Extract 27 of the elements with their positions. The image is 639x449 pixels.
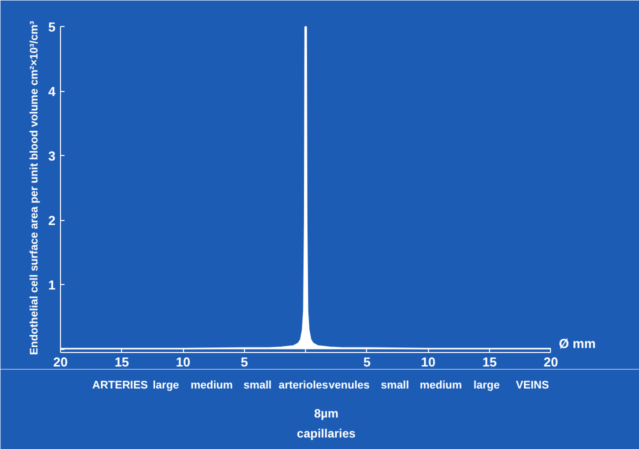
x-tick-label: 5	[363, 354, 371, 370]
text: medium	[420, 380, 462, 392]
text: arterioles	[278, 380, 328, 392]
text: VEINS	[516, 380, 549, 392]
y-tick-label: 1	[48, 277, 56, 292]
x-tick-label: 5	[240, 354, 248, 370]
y-tick-label: 5	[48, 19, 56, 34]
y-axis-title: Endothelial cell surface area per unit blood volume cm²×10³/cm³	[28, 20, 40, 356]
x-axis-title: Ø mm	[558, 336, 596, 351]
text: medium	[190, 380, 234, 392]
y-tick-label: 4	[48, 84, 56, 99]
text: large	[152, 380, 180, 392]
text: capillaries	[296, 426, 356, 440]
x-tick-label: 15	[114, 354, 130, 370]
text: 8µm	[314, 406, 338, 420]
text: small	[243, 380, 272, 392]
text: large	[473, 380, 500, 392]
y-tick-label: 2	[48, 212, 56, 228]
x-tick-label: 10	[176, 354, 190, 370]
x-tick-label: 20	[53, 354, 68, 370]
text: small	[380, 380, 410, 392]
x-tick-label: 15	[482, 354, 497, 370]
y-tick-label: 3	[48, 148, 56, 164]
text: ARTERIES	[92, 380, 148, 392]
text: venules	[328, 380, 370, 392]
x-tick-label: 20	[544, 354, 558, 370]
x-tick-label: 10	[421, 354, 436, 370]
